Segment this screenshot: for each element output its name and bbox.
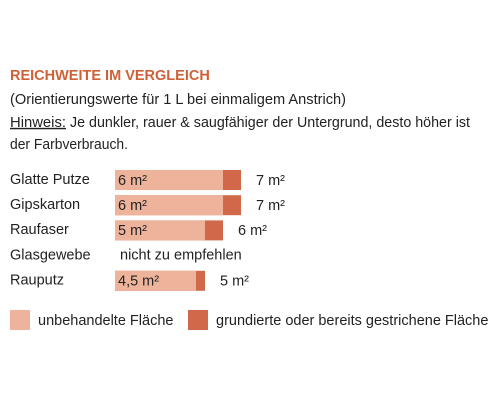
bar (115, 270, 196, 291)
bar (115, 195, 223, 216)
note-line: der Farbverbrauch. (10, 137, 128, 153)
legend-swatch (10, 310, 30, 330)
category-label: Rauputz (10, 273, 64, 289)
value-label: 6 m² (238, 223, 267, 239)
note-label: Hinweis: (10, 115, 66, 131)
legend-swatch (188, 310, 208, 330)
bar (115, 220, 205, 241)
legend-label: grundierte oder bereits gestrichene Fläc… (216, 313, 488, 329)
value-label: 7 m² (256, 173, 285, 189)
value-label: 4,5 m² (118, 274, 159, 290)
category-label: Glatte Putze (10, 172, 90, 188)
category-label: Glasgewebe (10, 247, 91, 263)
note-line: Je dunkler, rauer & saugfähiger der Unte… (70, 115, 470, 131)
annotation: nicht zu empfehlen (120, 247, 242, 263)
value-label: 5 m² (118, 223, 147, 239)
value-label: 5 m² (220, 274, 249, 290)
value-label: 7 m² (256, 198, 285, 214)
category-label: Raufaser (10, 222, 69, 238)
bar (115, 170, 223, 190)
value-label: 6 m² (118, 173, 147, 189)
value-label: 6 m² (118, 198, 147, 214)
chart-title: REICHWEITE IM VERGLEICH (10, 68, 210, 84)
legend-label: unbehandelte Fläche (38, 313, 173, 329)
subtitle: (Orientierungswerte für 1 L bei einmalig… (10, 92, 346, 108)
category-label: Gipskarton (10, 197, 80, 213)
